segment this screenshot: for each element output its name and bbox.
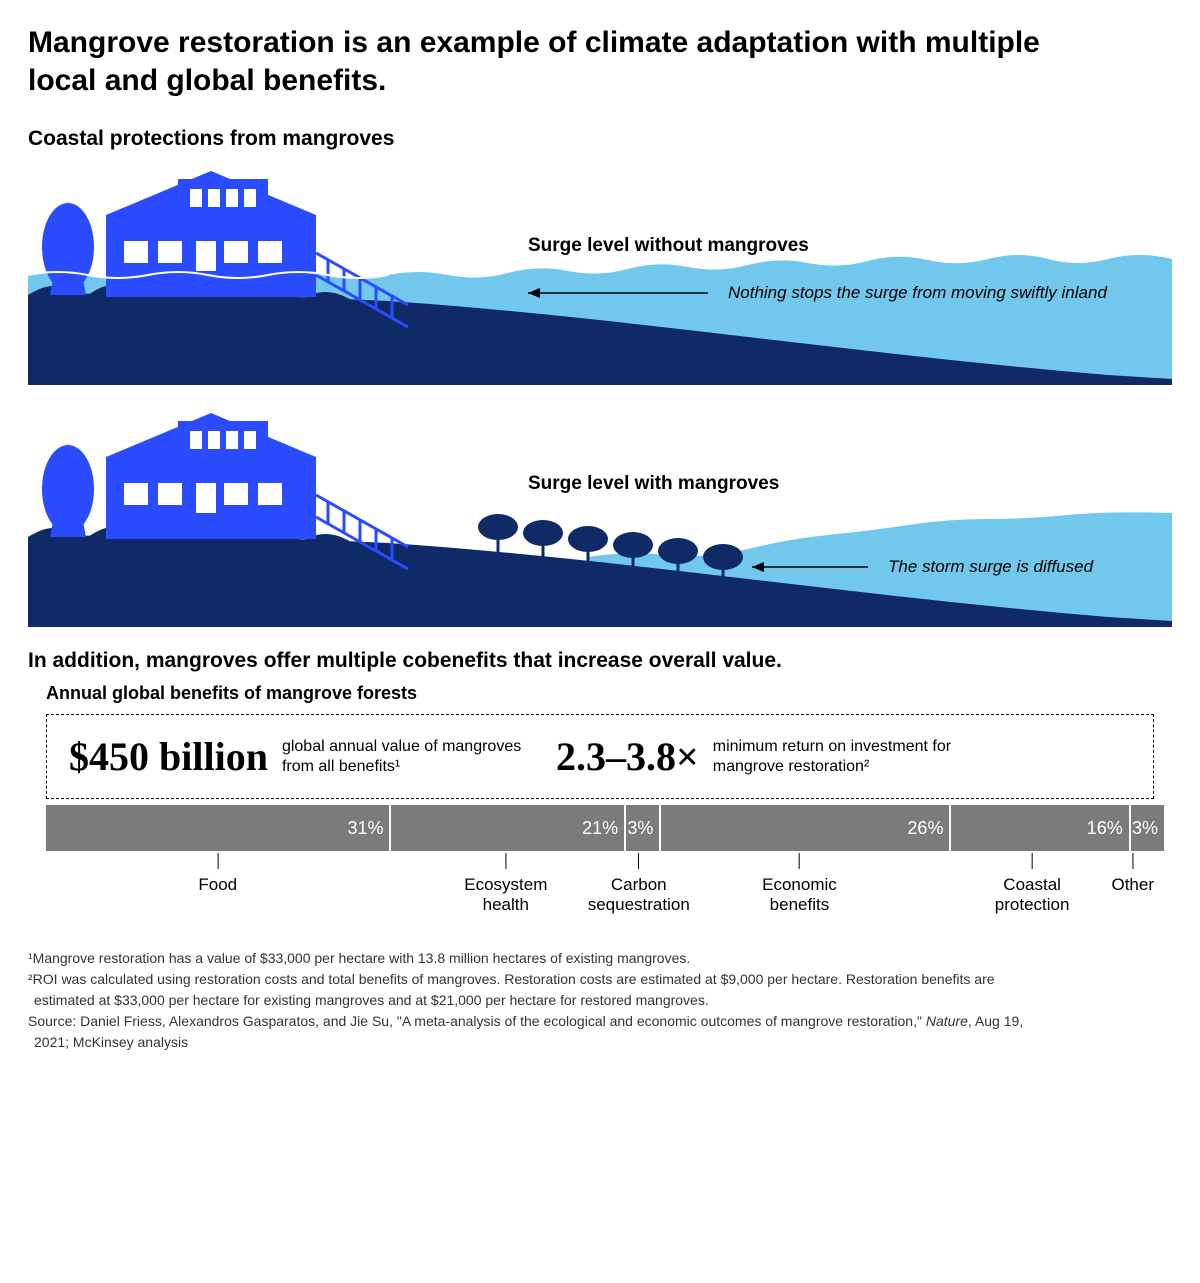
footnote-source: Source: Daniel Friess, Alexandros Gaspar… xyxy=(28,1012,1172,1031)
chart-subtitle: Annual global benefits of mangrove fores… xyxy=(46,683,1172,704)
bar-tick-label: Other xyxy=(1111,853,1154,895)
stat-roi-desc: minimum return on investment for mangrov… xyxy=(713,737,993,777)
page-title: Mangrove restoration is an example of cl… xyxy=(28,24,1078,99)
bar-tick-label: Coastalprotection xyxy=(995,853,1070,916)
coastal-heading: Coastal protections from mangroves xyxy=(28,127,1172,151)
bar-tick-label: Ecosystemhealth xyxy=(464,853,547,916)
stat-roi: 2.3–3.8× xyxy=(556,733,699,780)
footnote-source-2: 2021; McKinsey analysis xyxy=(28,1033,1172,1052)
surge-without-caption: Nothing stops the surge from moving swif… xyxy=(728,283,1107,302)
bar-segment: 16% xyxy=(951,805,1128,851)
benefits-bar-chart: 31%21%3%26%16%3% FoodEcosystemhealthCarb… xyxy=(46,805,1154,923)
bar-segment: 21% xyxy=(391,805,624,851)
surge-with-label: Surge level with mangroves xyxy=(528,473,779,494)
footnote-2a: ²ROI was calculated using restoration co… xyxy=(28,970,1172,989)
bar-segment: 3% xyxy=(626,805,659,851)
diagram-without-mangroves: Surge level without mangroves Nothing st… xyxy=(28,165,1172,385)
bar-tick-label: Food xyxy=(198,853,237,895)
surge-with-caption: The storm surge is diffused xyxy=(888,557,1094,576)
bar-segment: 31% xyxy=(46,805,389,851)
bar-segment: 26% xyxy=(661,805,949,851)
cobenefits-heading: In addition, mangroves offer multiple co… xyxy=(28,649,1172,673)
stats-box: $450 billion global annual value of mang… xyxy=(46,714,1154,799)
surge-without-label: Surge level without mangroves xyxy=(528,235,809,256)
bar-tick-label: Economicbenefits xyxy=(762,853,837,916)
bar-segment: 3% xyxy=(1131,805,1164,851)
footnote-1: ¹Mangrove restoration has a value of $33… xyxy=(28,949,1172,968)
bar-tick-label: Carbonsequestration xyxy=(588,853,690,916)
stat-value-desc: global annual value of mangroves from al… xyxy=(282,737,522,777)
stat-value: $450 billion xyxy=(69,733,268,780)
footnote-2b: estimated at $33,000 per hectare for exi… xyxy=(28,991,1172,1010)
diagram-with-mangroves: Surge level with mangroves The storm sur… xyxy=(28,407,1172,627)
footnotes: ¹Mangrove restoration has a value of $33… xyxy=(28,949,1172,1051)
